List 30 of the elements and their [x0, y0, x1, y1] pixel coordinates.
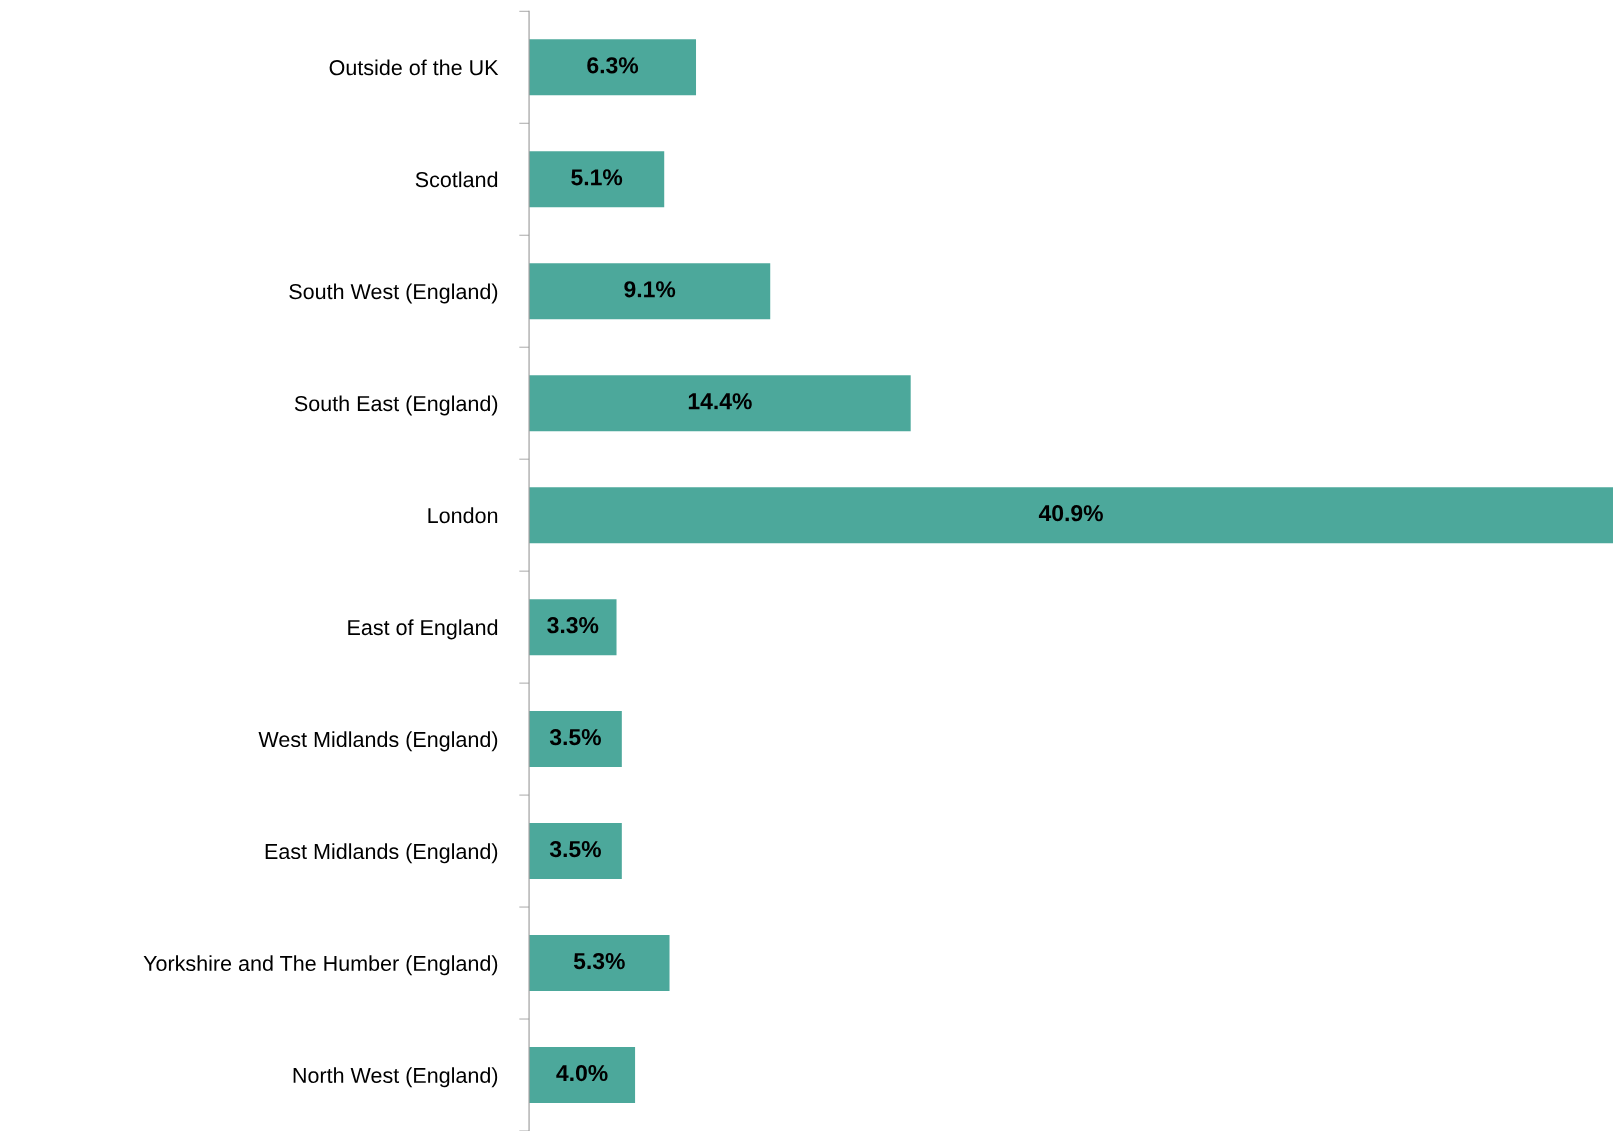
data-label: 4.0% — [556, 1064, 608, 1082]
y-tick-label: Yorkshire and The Humber (England) — [143, 955, 498, 976]
data-label: 5.1% — [571, 169, 623, 186]
y-tick-label: North West (England) — [293, 1067, 498, 1088]
bar — [529, 151, 665, 208]
data-label: 3.5% — [549, 729, 601, 746]
bar — [529, 599, 617, 656]
data-label: 9.1% — [624, 281, 676, 298]
data-label: 14.4% — [688, 393, 752, 410]
bar — [529, 1047, 636, 1104]
bar — [529, 935, 670, 992]
bar — [529, 39, 697, 96]
y-tick-label: East Midlands (England) — [265, 843, 498, 864]
data-label: 3.5% — [549, 841, 601, 858]
y-tick-label: Outside of the UK — [329, 59, 499, 76]
y-tick-label: West Midlands (England) — [258, 731, 498, 752]
bar — [529, 823, 622, 880]
data-label: 3.3% — [547, 617, 599, 634]
data-label: 5.3% — [573, 952, 625, 970]
bar — [529, 487, 1613, 544]
data-label: 6.3% — [587, 57, 639, 74]
bar — [529, 263, 771, 320]
bar — [529, 375, 911, 432]
bar — [529, 711, 622, 768]
data-label: 40.9% — [1038, 505, 1103, 522]
y-tick-label: South West (England) — [289, 283, 498, 304]
y-tick-label: East of England — [348, 619, 498, 640]
y-tick-label: London — [428, 507, 498, 524]
y-tick-label: South East (England) — [294, 395, 498, 416]
y-tick-label: Scotland — [415, 171, 498, 188]
